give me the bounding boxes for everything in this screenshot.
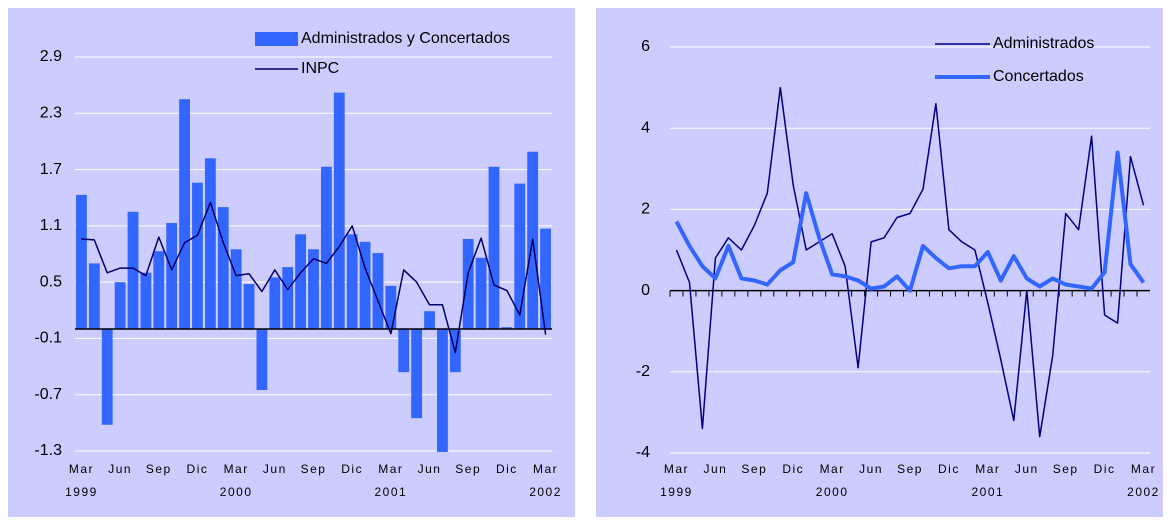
bar bbox=[127, 211, 139, 330]
bar bbox=[540, 228, 551, 330]
x-tick-label: Sep bbox=[1053, 462, 1079, 476]
bar bbox=[192, 182, 203, 330]
y-tick-label: 1.1 bbox=[40, 217, 62, 234]
bar bbox=[101, 329, 113, 425]
bar bbox=[153, 251, 165, 330]
line bbox=[81, 201, 547, 354]
bar bbox=[204, 158, 216, 330]
x-tick-label: Jun bbox=[263, 462, 287, 476]
y-tick-label: 0.5 bbox=[40, 273, 62, 290]
y-tick-label: -2 bbox=[636, 363, 650, 380]
x-tick-label: Jun bbox=[108, 462, 132, 476]
y-tick-label: 2.9 bbox=[40, 48, 62, 65]
bar bbox=[424, 311, 435, 330]
year-label: 2000 bbox=[816, 485, 849, 499]
bar bbox=[308, 249, 319, 330]
line bbox=[675, 86, 1145, 438]
bar bbox=[346, 234, 358, 330]
bar bbox=[475, 257, 487, 330]
y-tick-label: 6 bbox=[641, 38, 650, 55]
bar bbox=[320, 166, 332, 330]
year-label: 2001 bbox=[971, 485, 1004, 499]
legend-swatch bbox=[255, 32, 298, 46]
x-tick-label: Mar bbox=[378, 462, 403, 476]
year-label: 2002 bbox=[529, 485, 562, 499]
x-tick-label: Dic bbox=[187, 462, 209, 476]
bar bbox=[88, 263, 100, 330]
x-tick-label: Dic bbox=[938, 462, 960, 476]
line bbox=[674, 150, 1146, 293]
bar bbox=[243, 284, 255, 330]
bar bbox=[462, 238, 474, 330]
x-tick-label: Sep bbox=[146, 462, 172, 476]
x-tick-label: Jun bbox=[703, 462, 727, 476]
bar bbox=[359, 241, 371, 330]
x-tick-label: Mar bbox=[533, 462, 558, 476]
panel-right bbox=[596, 8, 1163, 517]
legend-label: Administrados bbox=[993, 35, 1094, 52]
y-tick-label: -1.3 bbox=[34, 442, 62, 459]
x-tick-label: Mar bbox=[975, 462, 1000, 476]
x-tick-label: Dic bbox=[341, 462, 363, 476]
x-tick-label: Sep bbox=[455, 462, 481, 476]
bar bbox=[140, 272, 152, 330]
x-tick-label: Mar bbox=[224, 462, 249, 476]
year-label: 2000 bbox=[220, 485, 253, 499]
x-tick-label: Mar bbox=[820, 462, 845, 476]
x-tick-label: Mar bbox=[69, 462, 94, 476]
bar bbox=[76, 194, 87, 330]
y-tick-label: 4 bbox=[641, 119, 650, 136]
x-tick-label: Mar bbox=[664, 462, 689, 476]
y-tick-label: 0 bbox=[641, 282, 650, 299]
y-tick-label: 2.3 bbox=[40, 105, 62, 122]
x-tick-label: Dic bbox=[496, 462, 518, 476]
bar bbox=[114, 282, 126, 330]
bar bbox=[282, 267, 294, 330]
bar bbox=[488, 166, 500, 330]
bar bbox=[256, 329, 268, 391]
x-tick-label: Jun bbox=[859, 462, 883, 476]
bar bbox=[372, 253, 384, 330]
bar bbox=[166, 223, 178, 330]
bar bbox=[437, 329, 448, 452]
x-tick-label: Dic bbox=[782, 462, 804, 476]
y-tick-label: 1.7 bbox=[40, 161, 62, 178]
x-tick-label: Sep bbox=[301, 462, 327, 476]
y-tick-label: -0.7 bbox=[34, 386, 62, 403]
year-label: 1999 bbox=[660, 485, 693, 499]
bar bbox=[398, 329, 410, 373]
bar bbox=[295, 234, 307, 330]
year-label: 2002 bbox=[1127, 485, 1160, 499]
x-tick-label: Jun bbox=[418, 462, 442, 476]
y-tick-label: 2 bbox=[641, 201, 650, 218]
bar bbox=[501, 327, 513, 330]
bar bbox=[230, 249, 242, 330]
bar bbox=[514, 183, 526, 330]
bar bbox=[217, 207, 229, 330]
bar bbox=[385, 285, 397, 330]
bar bbox=[179, 99, 190, 330]
x-tick-label: Dic bbox=[1094, 462, 1116, 476]
legend-label: Concertados bbox=[993, 68, 1084, 85]
x-tick-label: Jun bbox=[1015, 462, 1039, 476]
bar bbox=[411, 329, 423, 419]
x-tick-label: Sep bbox=[897, 462, 923, 476]
y-tick-label: -0.1 bbox=[34, 330, 62, 347]
year-label: 1999 bbox=[65, 485, 98, 499]
legend-label: Administrados y Concertados bbox=[301, 30, 510, 47]
x-tick-label: Mar bbox=[1131, 462, 1156, 476]
bar bbox=[269, 277, 281, 330]
year-label: 2001 bbox=[374, 485, 407, 499]
y-tick-label: -4 bbox=[636, 444, 650, 461]
x-tick-label: Sep bbox=[741, 462, 767, 476]
bar bbox=[333, 92, 345, 330]
legend-label: INPC bbox=[301, 60, 339, 77]
